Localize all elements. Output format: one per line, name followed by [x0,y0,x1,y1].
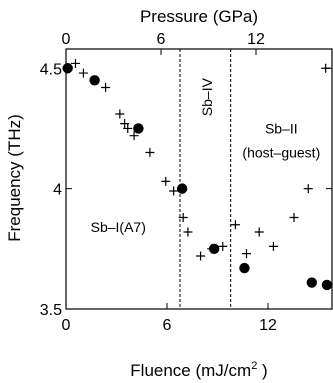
plus-point-6 [129,131,139,141]
plus-point-16 [242,249,251,259]
y-tick-label-2: 4.5 [40,61,62,78]
x2-tick-label-1: 6 [157,31,166,48]
x-tick-label-2: 12 [259,317,277,334]
phase-boundaries [179,49,232,309]
x-tick-label-0: 0 [62,317,71,334]
plus-point-20 [303,184,313,194]
plus-point-12 [196,251,206,261]
plus-point-18 [268,241,278,251]
top-axis-title: Pressure (GPa) [140,7,258,26]
data-points [62,58,333,291]
circle-point-1 [89,75,100,86]
plus-point-9 [169,186,179,196]
plus-point-17 [254,227,264,237]
x-tick-label-1: 6 [163,317,172,334]
bottom-axis-title: Fluence (mJ/cm2 ) [130,360,267,380]
axis-ticks: 0 6 12 0 6 12 3.5 4 4.5 [40,31,332,334]
annotation-0: Sb–I(A7) [91,219,146,235]
circle-point-6 [306,277,317,288]
y-axis-title: Frequency (THz) [5,114,24,242]
circle-point-5 [239,262,250,274]
plus-point-0 [71,58,80,68]
bottom-axis-title-sup: 2 [251,360,257,372]
plus-point-4 [120,119,130,129]
bottom-axis-title-main: Fluence (mJ/cm [130,361,251,380]
phase-annotations: Sb–I(A7) Sb–IV Sb–II (host–guest) [91,77,321,235]
circle-point-0 [62,63,73,74]
x2-tick-label-2: 12 [247,31,265,48]
plus-point-10 [178,213,188,223]
plus-point-5 [123,123,133,133]
plus-point-3 [115,109,125,119]
plus-point-14 [218,241,228,251]
plus-point-21 [321,63,331,73]
bottom-axis-title-tail: ) [257,361,267,380]
plus-point-8 [161,176,171,186]
plus-point-1 [78,68,88,78]
annotation-1: Sb–IV [199,77,215,116]
annotation-2: Sb–II [265,120,298,136]
plus-point-15 [230,220,240,230]
plus-point-11 [183,227,193,237]
plus-point-2 [101,83,111,93]
circle-point-2 [133,123,144,134]
circle-point-7 [321,279,333,291]
plot-frame [65,48,333,310]
y-tick-label-0: 3.5 [40,302,62,319]
x2-tick-label-0: 0 [62,31,71,48]
plus-point-19 [289,213,299,223]
y-tick-label-1: 4 [53,182,62,199]
plus-point-13 [207,244,217,254]
plus-point-7 [145,148,155,158]
circle-point-3 [176,183,188,194]
annotation-3: (host–guest) [242,144,320,160]
